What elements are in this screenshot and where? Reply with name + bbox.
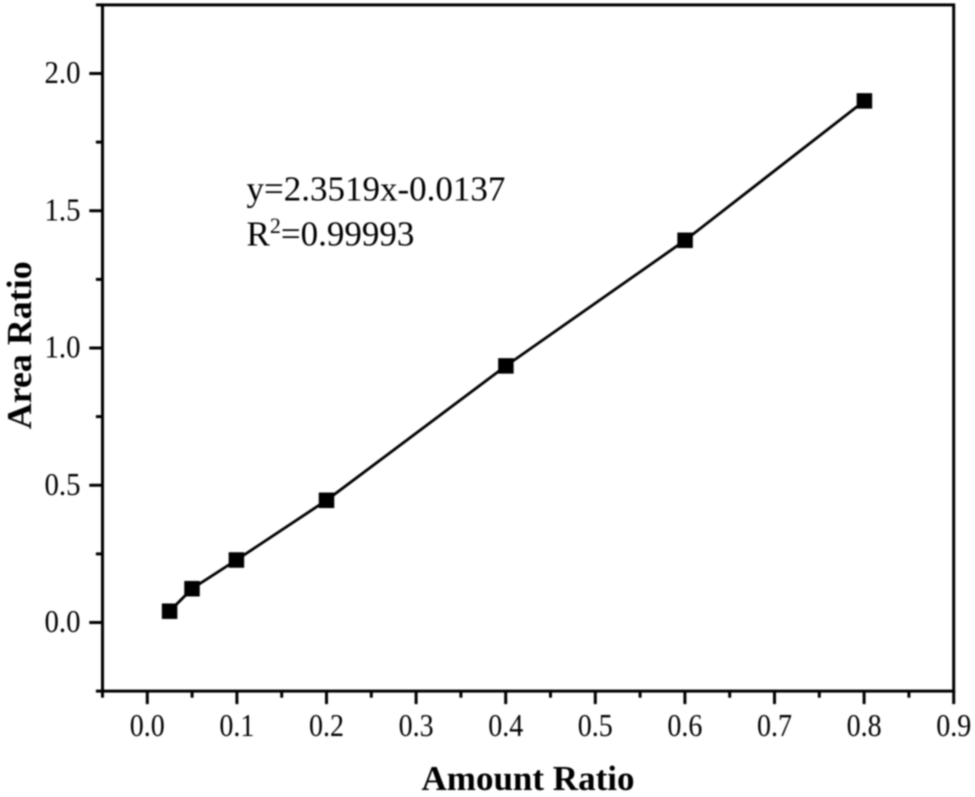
svg-text:2.0: 2.0 <box>45 54 81 90</box>
svg-text:0.0: 0.0 <box>130 707 165 743</box>
svg-text:0.0: 0.0 <box>45 603 81 639</box>
svg-text:0.6: 0.6 <box>667 707 702 743</box>
svg-text:0.9: 0.9 <box>936 707 971 743</box>
svg-text:0.1: 0.1 <box>219 707 254 743</box>
svg-text:R2=0.99993: R2=0.99993 <box>247 213 415 254</box>
svg-text:0.7: 0.7 <box>757 707 792 743</box>
svg-text:y=2.3519x-0.0137: y=2.3519x-0.0137 <box>247 170 506 209</box>
svg-text:Amount Ratio: Amount Ratio <box>422 759 635 797</box>
svg-text:0.3: 0.3 <box>399 707 434 743</box>
svg-text:0.5: 0.5 <box>45 466 81 502</box>
svg-text:0.4: 0.4 <box>488 707 523 743</box>
svg-text:0.2: 0.2 <box>309 707 344 743</box>
svg-text:0.5: 0.5 <box>578 707 613 743</box>
svg-text:0.8: 0.8 <box>847 707 882 743</box>
svg-text:Area Ratio: Area Ratio <box>0 261 39 429</box>
svg-text:1.5: 1.5 <box>45 191 81 227</box>
svg-text:1.0: 1.0 <box>45 329 81 365</box>
